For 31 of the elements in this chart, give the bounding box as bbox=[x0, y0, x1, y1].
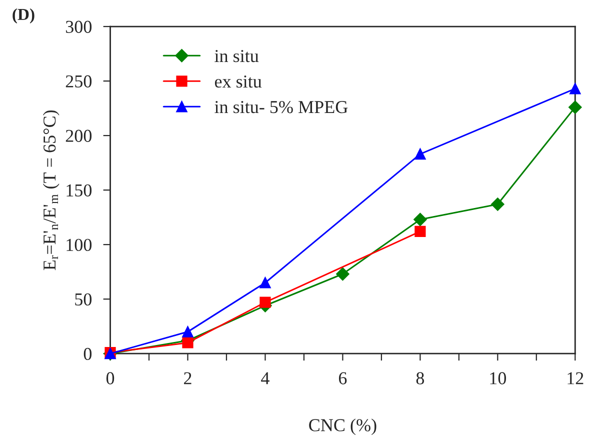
y-axis-title: E$_{r}$=E'$_{n}$/E'$_{m}$ (T = 65°C) bbox=[42, 110, 60, 270]
x-axis-title: CNC (%) bbox=[309, 418, 376, 435]
point bbox=[414, 148, 426, 160]
y-tick-label: 100 bbox=[66, 238, 92, 252]
x-tick-label: 4 bbox=[261, 372, 270, 384]
y-tick-label: 300 bbox=[66, 20, 92, 33]
point bbox=[336, 267, 350, 281]
y-tick-label: 50 bbox=[75, 293, 92, 306]
x-tick-label: 0 bbox=[106, 372, 114, 384]
point bbox=[260, 277, 271, 288]
point bbox=[182, 326, 194, 338]
point bbox=[568, 100, 582, 114]
text: (D) bbox=[12, 8, 34, 24]
x-tick-label: 6 bbox=[338, 372, 347, 384]
x-tick-label: 2 bbox=[184, 372, 192, 384]
legend-label: ex situ bbox=[214, 76, 262, 88]
y-tick-label: 150 bbox=[66, 184, 92, 196]
x-tick-label: 8 bbox=[416, 372, 424, 384]
point bbox=[182, 337, 194, 348]
x-tick-label: 10 bbox=[490, 372, 506, 384]
y-tick-label: 200 bbox=[66, 130, 92, 142]
y-tick-label: 250 bbox=[66, 75, 92, 88]
x-tick-label: 12 bbox=[568, 372, 584, 384]
point bbox=[260, 296, 271, 308]
legend-label: in situ bbox=[214, 50, 259, 62]
point bbox=[491, 198, 504, 211]
point bbox=[570, 83, 581, 94]
legend-label: in situ- 5% MPEG bbox=[214, 100, 348, 114]
y-tick-label: 0 bbox=[84, 348, 92, 360]
point bbox=[414, 212, 427, 226]
point bbox=[414, 226, 426, 238]
